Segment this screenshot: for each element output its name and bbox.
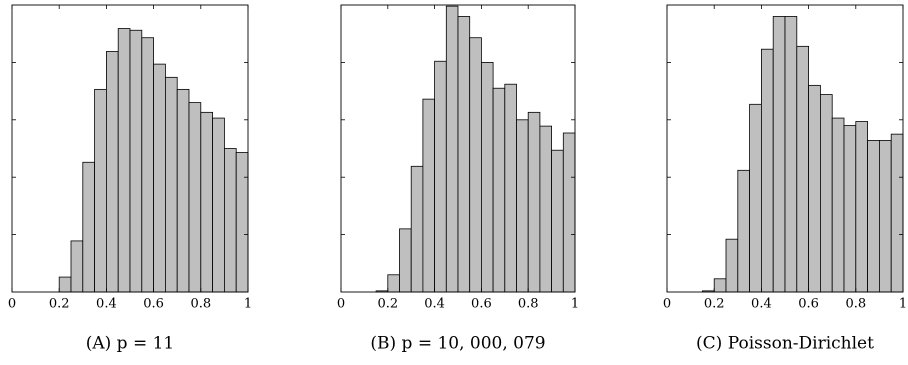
x-tick-label: 0.8 bbox=[845, 297, 866, 312]
bar bbox=[235, 152, 249, 293]
x-tick-label: 0 bbox=[8, 297, 16, 312]
x-tick-label: 0 bbox=[663, 297, 671, 312]
bar bbox=[737, 169, 750, 293]
bar bbox=[867, 140, 880, 293]
bar bbox=[784, 16, 798, 293]
x-tick-label: 0.4 bbox=[424, 297, 445, 312]
bar bbox=[820, 94, 833, 293]
caption: (B) p = 10, 000, 079 bbox=[370, 334, 545, 354]
bar bbox=[772, 16, 786, 293]
bar bbox=[141, 37, 155, 293]
bar bbox=[188, 102, 202, 293]
bar bbox=[855, 121, 868, 293]
bar bbox=[117, 28, 131, 293]
bar bbox=[469, 37, 482, 293]
bar bbox=[422, 98, 435, 293]
bar bbox=[399, 228, 412, 293]
bar bbox=[761, 48, 774, 293]
x-tick-label: 0.4 bbox=[96, 297, 117, 312]
bar bbox=[457, 16, 471, 293]
bar bbox=[445, 5, 459, 293]
bar bbox=[106, 51, 119, 293]
bar bbox=[410, 165, 424, 293]
x-tick-label: 0.8 bbox=[190, 297, 211, 312]
bar bbox=[527, 111, 541, 293]
bar bbox=[713, 278, 727, 293]
x-tick-label: 1 bbox=[244, 297, 252, 312]
bar bbox=[387, 274, 400, 293]
bar bbox=[94, 88, 107, 293]
plot-frame bbox=[666, 4, 904, 293]
x-tick-label: 0.6 bbox=[143, 297, 164, 312]
bar bbox=[749, 103, 762, 293]
x-tick-label: 0.2 bbox=[377, 297, 398, 312]
bar bbox=[504, 83, 517, 293]
bar bbox=[200, 111, 214, 293]
bar bbox=[843, 125, 857, 293]
x-tick-label: 1 bbox=[571, 297, 579, 312]
bar bbox=[434, 60, 447, 293]
bar bbox=[129, 29, 143, 293]
bar bbox=[539, 125, 553, 293]
bar bbox=[808, 84, 821, 293]
bar bbox=[164, 76, 178, 293]
bar bbox=[480, 62, 494, 293]
bar bbox=[82, 161, 96, 293]
x-tick-label: 0 bbox=[337, 297, 345, 312]
bar bbox=[176, 88, 190, 293]
bar bbox=[516, 119, 529, 293]
bar bbox=[725, 238, 739, 293]
bar bbox=[58, 276, 72, 293]
bar bbox=[831, 117, 845, 293]
bar bbox=[492, 87, 506, 293]
x-tick-label: 0.4 bbox=[751, 297, 772, 312]
bar bbox=[212, 117, 225, 293]
caption: (A) p = 11 bbox=[86, 334, 175, 354]
x-tick-label: 1 bbox=[899, 297, 907, 312]
x-tick-label: 0.6 bbox=[471, 297, 492, 312]
bar bbox=[890, 133, 904, 293]
plot-frame bbox=[340, 4, 576, 293]
bar bbox=[879, 140, 892, 293]
x-tick-label: 0.6 bbox=[798, 297, 819, 312]
bar bbox=[562, 132, 576, 293]
x-tick-label: 0.2 bbox=[704, 297, 725, 312]
plot-frame bbox=[11, 4, 249, 293]
bar bbox=[551, 149, 564, 293]
bar bbox=[70, 240, 84, 293]
bar bbox=[153, 63, 166, 293]
bar bbox=[223, 148, 237, 293]
x-tick-label: 0.8 bbox=[518, 297, 539, 312]
caption: (C) Poisson-Dirichlet bbox=[696, 334, 874, 354]
x-tick-label: 0.2 bbox=[49, 297, 70, 312]
bar bbox=[796, 45, 809, 293]
